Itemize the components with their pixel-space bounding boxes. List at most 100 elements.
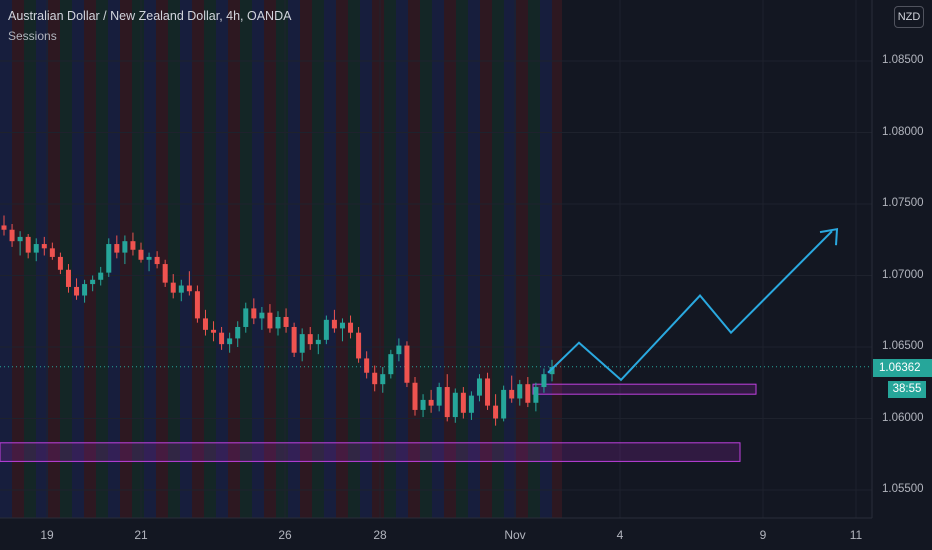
candle-body <box>219 332 225 345</box>
session-band <box>288 0 300 518</box>
session-band <box>456 0 468 518</box>
candle-body <box>162 264 168 283</box>
price-tick-label: 1.08500 <box>882 54 924 66</box>
session-band <box>372 0 384 518</box>
time-tick-label: 4 <box>616 528 624 542</box>
session-band <box>204 0 216 518</box>
session-band <box>444 0 456 518</box>
session-band <box>360 0 372 518</box>
session-band <box>480 0 492 518</box>
price-tick-label: 1.06500 <box>882 340 924 352</box>
candle-body <box>517 384 523 399</box>
candle-body <box>25 236 31 253</box>
candle-body <box>525 384 531 403</box>
session-band <box>432 0 444 518</box>
session-band <box>408 0 420 518</box>
candle-body <box>186 285 192 292</box>
session-band <box>180 0 192 518</box>
time-tick-label: 11 <box>849 528 863 542</box>
candle-body <box>299 334 305 353</box>
session-band <box>36 0 48 518</box>
candle-body <box>388 354 394 375</box>
candle-body <box>122 241 128 253</box>
candle-body <box>404 345 410 383</box>
session-band <box>120 0 132 518</box>
candle-body <box>57 256 63 270</box>
candle-body <box>380 374 386 385</box>
candle-body <box>65 269 71 287</box>
session-band <box>12 0 24 518</box>
session-band <box>348 0 360 518</box>
price-tick-label: 1.06000 <box>882 411 924 424</box>
session-band <box>252 0 264 518</box>
candle-body <box>146 256 152 260</box>
candle-body <box>49 248 55 257</box>
candle-body <box>476 378 482 396</box>
session-band <box>24 0 36 518</box>
session-band <box>96 0 108 518</box>
candle-body <box>90 279 96 285</box>
sessions-indicator-label[interactable]: Sessions <box>8 29 57 43</box>
candle-body <box>364 358 370 373</box>
candle-body <box>452 392 458 418</box>
candle-body <box>98 272 104 280</box>
candle-body <box>82 284 88 296</box>
candle-body <box>396 345 402 355</box>
session-band <box>0 0 12 518</box>
candle-body <box>178 285 184 293</box>
candle-body <box>348 322 354 333</box>
session-band <box>312 0 324 518</box>
candle-body <box>509 389 515 399</box>
candle-body <box>154 256 160 265</box>
candle-body <box>501 389 507 419</box>
candle-body <box>275 316 281 329</box>
chart-title: Australian Dollar / New Zealand Dollar, … <box>8 9 292 23</box>
currency-button[interactable]: NZD <box>894 6 924 28</box>
session-band <box>516 0 528 518</box>
candle-body <box>493 405 499 419</box>
session-band <box>108 0 120 518</box>
session-band <box>420 0 432 518</box>
candle-body <box>291 326 297 353</box>
price-tick-label: 1.08000 <box>882 125 924 138</box>
candle-body <box>283 316 289 327</box>
candle-body <box>331 319 337 329</box>
candle-body <box>428 399 434 406</box>
candle-body <box>307 334 313 345</box>
bar-countdown-tag: 38:55 <box>888 381 926 398</box>
candle-body <box>202 318 208 330</box>
candle-body <box>339 322 345 329</box>
candle-body <box>106 244 112 273</box>
session-band <box>300 0 312 518</box>
candle-body <box>485 378 491 406</box>
session-band <box>216 0 228 518</box>
session-band <box>492 0 504 518</box>
time-tick-label: 9 <box>759 528 767 542</box>
session-band <box>384 0 396 518</box>
candle-body <box>227 338 233 345</box>
candle-body <box>1 225 7 230</box>
session-band <box>324 0 336 518</box>
session-band <box>396 0 408 518</box>
candle-body <box>211 329 217 333</box>
price-tick-label: 1.07000 <box>882 268 924 281</box>
projection-arrowhead <box>819 227 839 246</box>
candle-body <box>170 282 176 293</box>
session-band <box>72 0 84 518</box>
session-band <box>192 0 204 518</box>
candle-body <box>235 326 241 339</box>
current-price-tag: 1.06362 <box>873 359 932 377</box>
candle-body <box>267 312 273 329</box>
candle-body <box>468 395 474 413</box>
session-band <box>60 0 72 518</box>
session-band <box>504 0 516 518</box>
candle-body <box>9 229 15 242</box>
session-band <box>84 0 96 518</box>
candle-body <box>114 244 120 253</box>
time-tick-label: 21 <box>134 528 148 542</box>
candle-body <box>17 236 23 242</box>
session-band <box>156 0 168 518</box>
candle-body <box>194 291 200 319</box>
candle-body <box>541 374 547 388</box>
